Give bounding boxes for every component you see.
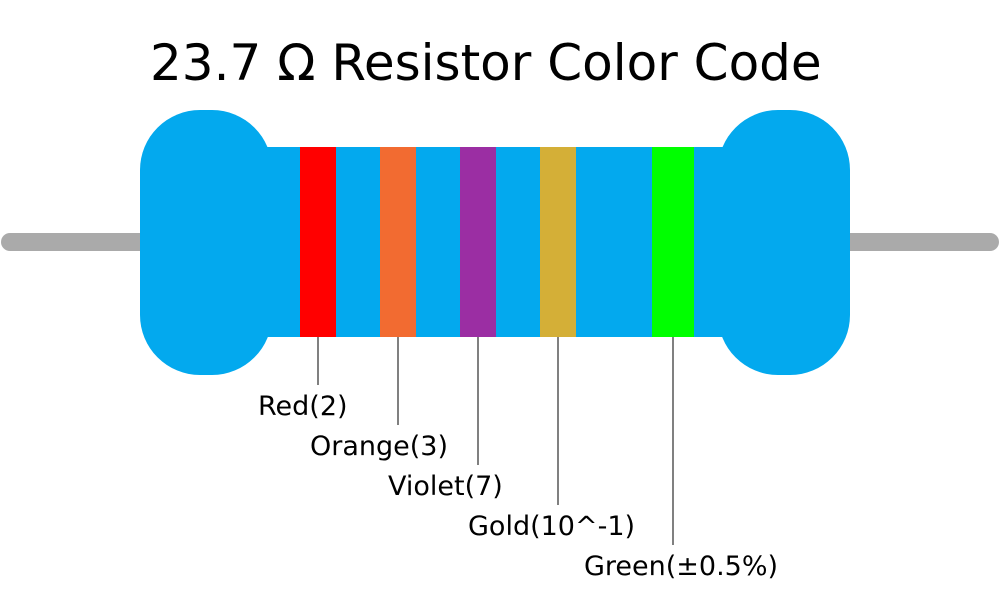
color-band <box>380 147 416 337</box>
band-label: Red(2) <box>258 391 348 422</box>
right-cap <box>718 110 850 375</box>
band-label: Orange(3) <box>310 431 448 462</box>
title: 23.7 Ω Resistor Color Code <box>150 34 822 92</box>
color-band <box>540 147 576 337</box>
left-cap <box>140 110 272 375</box>
color-band <box>460 147 496 337</box>
color-band <box>652 147 694 337</box>
band-label: Gold(10^-1) <box>468 511 635 542</box>
band-label: Violet(7) <box>388 471 503 502</box>
band-label: Green(±0.5%) <box>584 551 778 582</box>
bands: Red(2) Orange(3) Violet(7) Gold(10^-1) Green… <box>258 147 778 582</box>
color-band <box>300 147 336 337</box>
